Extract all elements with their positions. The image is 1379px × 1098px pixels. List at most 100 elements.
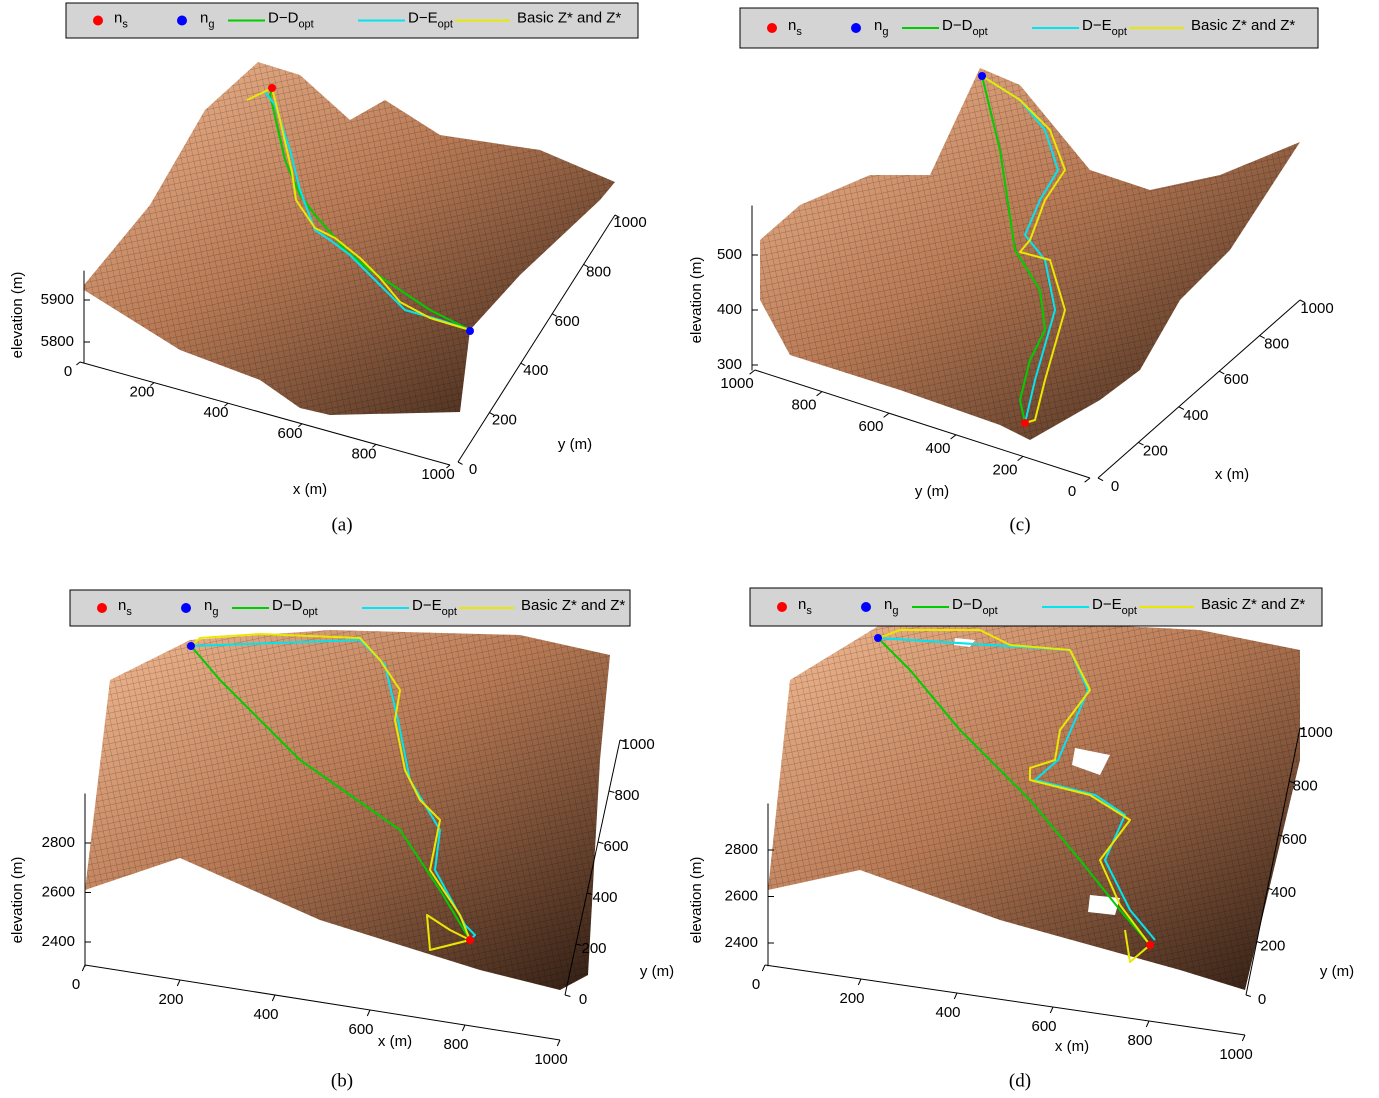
- legend-subscript: opt: [298, 18, 313, 30]
- legend-text: D−D: [268, 9, 299, 26]
- x-axis-label: x (m): [293, 481, 327, 498]
- y-tick-label: 0: [579, 991, 587, 1008]
- x-tick-label: 200: [129, 384, 154, 401]
- y-tick-label: 1000: [613, 214, 646, 231]
- y-tick-label: 800: [586, 263, 611, 280]
- y-tick-label: 600: [603, 838, 628, 855]
- z-tick-label: 2400: [42, 933, 75, 950]
- legend-text: Basic Z* and Z*: [521, 597, 625, 614]
- y-tick: [817, 392, 822, 396]
- x-tick-label: 400: [253, 1006, 278, 1023]
- legend-text: D−E: [1092, 596, 1122, 613]
- caption: (a): [331, 514, 352, 535]
- x-tick-label: 0: [72, 976, 80, 993]
- x-tick-label: 400: [1183, 407, 1208, 424]
- x-tick: [557, 1040, 560, 1046]
- legend-text: n: [114, 9, 122, 26]
- x-tick-label: 800: [1127, 1032, 1152, 1049]
- legend-label: Basic Z* and Z*: [1191, 17, 1295, 34]
- x-tick-label: 400: [935, 1004, 960, 1021]
- z-tick-label: 2400: [725, 934, 758, 951]
- x-tick: [1242, 1035, 1245, 1041]
- x-tick: [1098, 478, 1103, 481]
- y-tick-label: 200: [1260, 938, 1285, 955]
- legend-text: n: [200, 9, 208, 26]
- y-tick: [565, 995, 570, 997]
- legend-text: D−E: [408, 9, 438, 26]
- x-axis: [765, 965, 1245, 1035]
- y-tick: [1246, 995, 1251, 997]
- legend-text: n: [874, 17, 882, 34]
- z-axis-label: elevation (m): [688, 857, 705, 944]
- x-tick: [1146, 1021, 1149, 1027]
- y-tick-label: 800: [1293, 777, 1318, 794]
- legend-subscript: opt: [982, 605, 997, 617]
- z-tick-label: 400: [717, 301, 742, 318]
- x-tick-label: 800: [351, 445, 376, 462]
- x-tick: [272, 995, 275, 1001]
- z-tick-label: 5800: [41, 333, 74, 350]
- x-tick-label: 0: [1111, 478, 1119, 495]
- legend-marker: [93, 16, 103, 26]
- y-tick-label: 800: [614, 787, 639, 804]
- y-tick: [1085, 478, 1090, 482]
- x-tick: [76, 362, 80, 365]
- x-tick: [858, 979, 861, 985]
- y-tick: [1018, 456, 1023, 460]
- z-tick-label: 2600: [42, 883, 75, 900]
- legend-text: Basic Z* and Z*: [517, 9, 621, 26]
- x-tick: [82, 965, 85, 971]
- y-tick-label: 0: [1258, 991, 1266, 1008]
- legend-marker: [777, 602, 787, 612]
- legend-text: n: [798, 596, 806, 613]
- y-tick: [458, 462, 463, 464]
- y-tick: [884, 413, 889, 417]
- x-tick-label: 600: [277, 425, 302, 442]
- y-tick-label: 1000: [720, 375, 753, 392]
- x-tick-label: 1000: [534, 1051, 567, 1068]
- x-axis-label: x (m): [378, 1033, 412, 1050]
- legend-subscript: g: [208, 18, 214, 30]
- legend-text: D−D: [952, 596, 983, 613]
- legend-subscript: s: [806, 605, 812, 617]
- legend-marker: [851, 23, 861, 33]
- x-tick-label: 400: [203, 404, 228, 421]
- legend-marker: [97, 603, 107, 613]
- y-tick-label: 200: [992, 461, 1017, 478]
- legend-subscript: g: [212, 606, 218, 618]
- x-tick-label: 1000: [1300, 300, 1333, 317]
- y-tick-label: 400: [1271, 884, 1296, 901]
- z-tick-label: 2800: [42, 834, 75, 851]
- y-axis-label: y (m): [640, 963, 674, 980]
- x-axis: [85, 965, 560, 1040]
- legend-marker: [181, 603, 191, 613]
- caption: (b): [331, 1070, 353, 1091]
- x-tick-label: 1000: [421, 466, 454, 483]
- x-tick-label: 1000: [1219, 1046, 1252, 1063]
- y-tick: [750, 370, 755, 374]
- x-tick-label: 200: [839, 990, 864, 1007]
- x-tick-label: 600: [348, 1021, 373, 1038]
- y-tick-label: 600: [1282, 831, 1307, 848]
- y-tick-label: 200: [581, 940, 606, 957]
- page: 0 200 400 600 800 1000 0 200 400 600 800 1000 5800 59…: [0, 0, 1379, 1098]
- x-tick-label: 600: [1031, 1018, 1056, 1035]
- y-axis-label: y (m): [915, 483, 949, 500]
- y-tick-label: 200: [492, 412, 517, 429]
- surface-b: [85, 630, 610, 990]
- z-tick-label: 5900: [41, 291, 74, 308]
- y-tick-label: 400: [925, 440, 950, 457]
- y-axis-label: y (m): [558, 436, 592, 453]
- legend-subscript: opt: [1112, 26, 1127, 38]
- x-axis-label: x (m): [1055, 1038, 1089, 1055]
- y-axis-label: y (m): [1320, 963, 1354, 980]
- y-tick-label: 400: [592, 889, 617, 906]
- y-tick: [951, 435, 956, 439]
- caption: (c): [1009, 514, 1030, 535]
- z-axis-label: elevation (m): [688, 257, 705, 344]
- legend-subscript: g: [882, 26, 888, 38]
- legend-subscript: s: [126, 606, 132, 618]
- x-tick: [1050, 1007, 1053, 1013]
- x-tick-label: 800: [1264, 336, 1289, 353]
- y-tick-label: 600: [858, 418, 883, 435]
